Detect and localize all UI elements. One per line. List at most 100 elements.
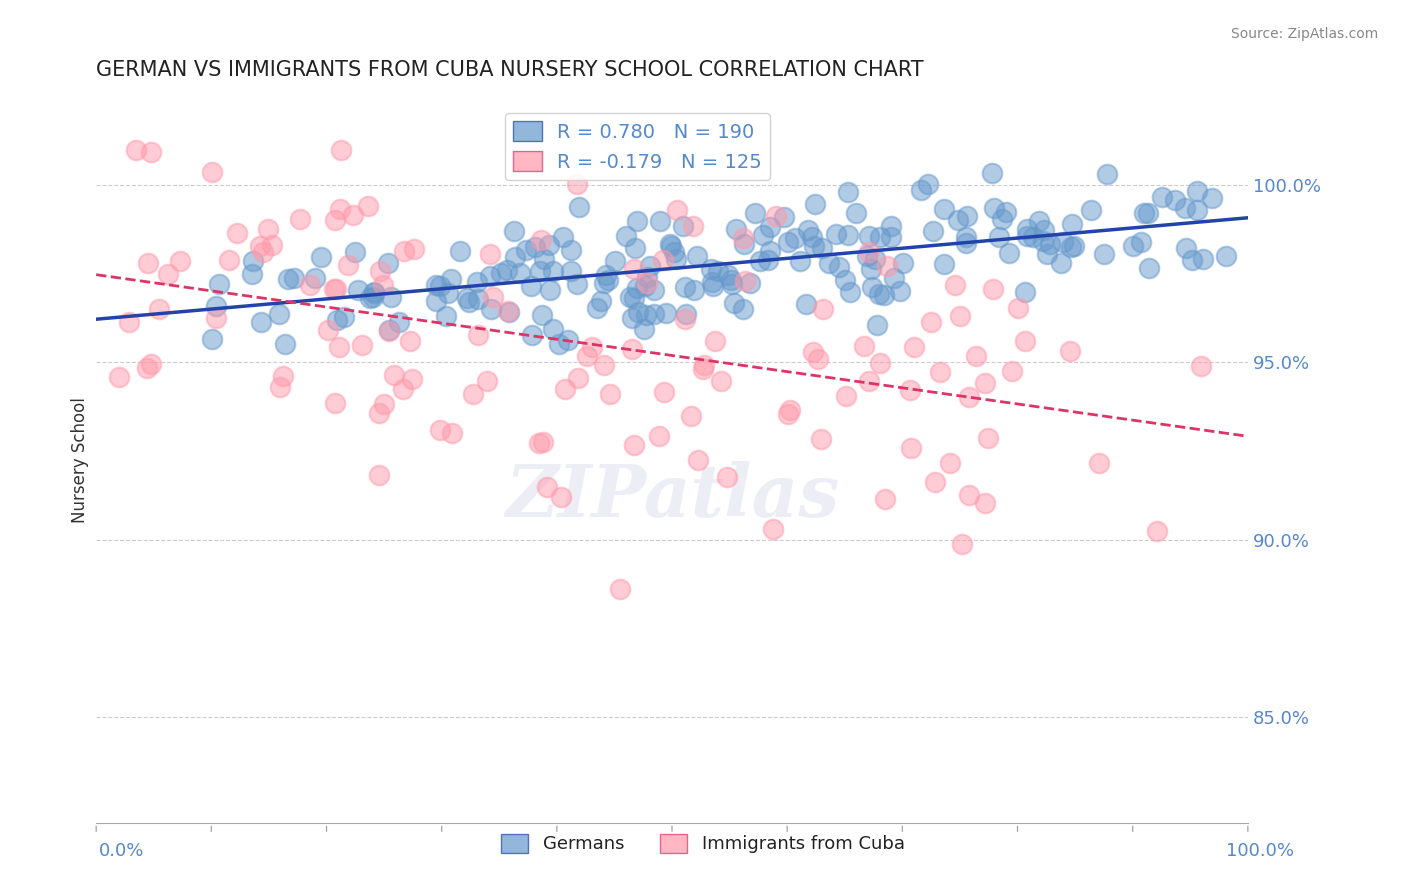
Point — [643, 283, 665, 297]
Point — [399, 334, 422, 348]
Point — [522, 327, 544, 342]
Point — [267, 307, 290, 321]
Point — [920, 315, 942, 329]
Point — [1015, 221, 1038, 235]
Point — [868, 286, 890, 301]
Point — [1039, 237, 1062, 252]
Point — [640, 259, 662, 273]
Point — [872, 288, 894, 302]
Point — [883, 271, 905, 285]
Point — [1215, 249, 1237, 263]
Point — [350, 337, 373, 351]
Point — [924, 475, 946, 489]
Point — [1174, 201, 1197, 215]
Point — [765, 209, 787, 223]
Point — [609, 582, 631, 596]
Point — [136, 361, 159, 376]
Point — [1164, 193, 1187, 207]
Text: GERMAN VS IMMIGRANTS FROM CUBA NURSERY SCHOOL CORRELATION CHART: GERMAN VS IMMIGRANTS FROM CUBA NURSERY S… — [96, 60, 924, 79]
Text: Source: ZipAtlas.com: Source: ZipAtlas.com — [1230, 27, 1378, 41]
Point — [1063, 239, 1085, 253]
Point — [949, 309, 972, 323]
Point — [835, 389, 858, 403]
Point — [118, 315, 141, 329]
Point — [1001, 364, 1024, 378]
Point — [858, 374, 880, 388]
Point — [429, 423, 451, 437]
Point — [260, 238, 283, 252]
Point — [328, 340, 350, 354]
Point — [567, 371, 589, 385]
Point — [633, 321, 655, 335]
Point — [837, 186, 859, 200]
Point — [541, 264, 564, 278]
Point — [811, 302, 834, 317]
Point — [839, 285, 862, 299]
Point — [783, 231, 806, 245]
Point — [489, 267, 512, 281]
Point — [550, 490, 572, 504]
Point — [201, 164, 224, 178]
Point — [614, 229, 637, 244]
Point — [855, 249, 877, 263]
Point — [955, 236, 977, 251]
Point — [250, 315, 273, 329]
Point — [654, 306, 676, 320]
Point — [858, 244, 880, 259]
Point — [347, 284, 370, 298]
Point — [621, 343, 644, 357]
Point — [283, 270, 305, 285]
Point — [859, 262, 882, 277]
Point — [553, 229, 575, 244]
Point — [1092, 247, 1115, 261]
Point — [991, 212, 1014, 227]
Point — [869, 230, 891, 244]
Point — [309, 250, 332, 264]
Point — [686, 249, 709, 263]
Point — [1007, 301, 1029, 315]
Point — [626, 281, 648, 295]
Point — [860, 280, 883, 294]
Point — [756, 252, 779, 267]
Point — [269, 380, 291, 394]
Point — [1122, 239, 1144, 253]
Point — [240, 267, 263, 281]
Point — [598, 273, 620, 287]
Point — [1150, 190, 1173, 204]
Point — [717, 268, 740, 282]
Point — [801, 230, 824, 244]
Point — [373, 278, 395, 293]
Point — [973, 496, 995, 510]
Point — [759, 244, 782, 258]
Point — [1136, 206, 1159, 220]
Point — [1130, 235, 1153, 249]
Point — [659, 236, 682, 251]
Point — [681, 409, 703, 424]
Point — [567, 178, 589, 192]
Point — [533, 252, 555, 266]
Point — [363, 285, 385, 300]
Y-axis label: Nursery School: Nursery School — [72, 397, 89, 523]
Point — [869, 356, 891, 370]
Point — [581, 340, 603, 354]
Point — [377, 323, 399, 337]
Point — [619, 290, 641, 304]
Point — [659, 239, 682, 253]
Point — [957, 488, 980, 502]
Point — [530, 233, 553, 247]
Point — [404, 242, 426, 256]
Point — [441, 425, 464, 440]
Point — [636, 269, 658, 284]
Point — [502, 224, 524, 238]
Point — [531, 435, 554, 450]
Point — [336, 258, 359, 272]
Point — [1174, 241, 1197, 255]
Point — [478, 247, 501, 261]
Point — [225, 226, 247, 240]
Point — [751, 227, 773, 242]
Point — [568, 200, 591, 214]
Point — [626, 214, 648, 228]
Point — [478, 269, 501, 284]
Point — [880, 230, 903, 244]
Point — [277, 272, 299, 286]
